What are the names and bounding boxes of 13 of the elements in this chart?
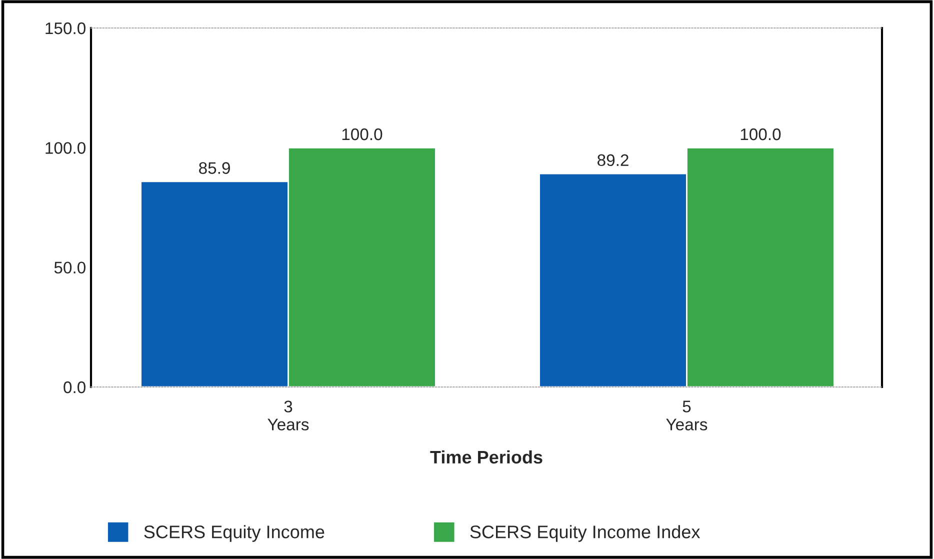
y-tick-label: 100.0	[46, 142, 86, 154]
y-tick-label: 50.0	[54, 262, 86, 274]
legend-label: SCERS Equity Income Index	[470, 525, 700, 542]
x-axis-title: Time Periods	[430, 450, 542, 464]
x-tick-label: 3 Years	[268, 400, 309, 430]
y-tick-label: 0.0	[64, 381, 86, 394]
data-label: 89.2	[598, 154, 628, 166]
legend-label: SCERS Equity Income	[144, 525, 324, 542]
data-label: 85.9	[199, 162, 230, 174]
x-tick-label: 5 Years	[666, 400, 708, 430]
data-label: 100.0	[342, 128, 382, 140]
y-tick-label: 150.0	[46, 22, 86, 34]
data-label: 100.0	[740, 128, 781, 140]
